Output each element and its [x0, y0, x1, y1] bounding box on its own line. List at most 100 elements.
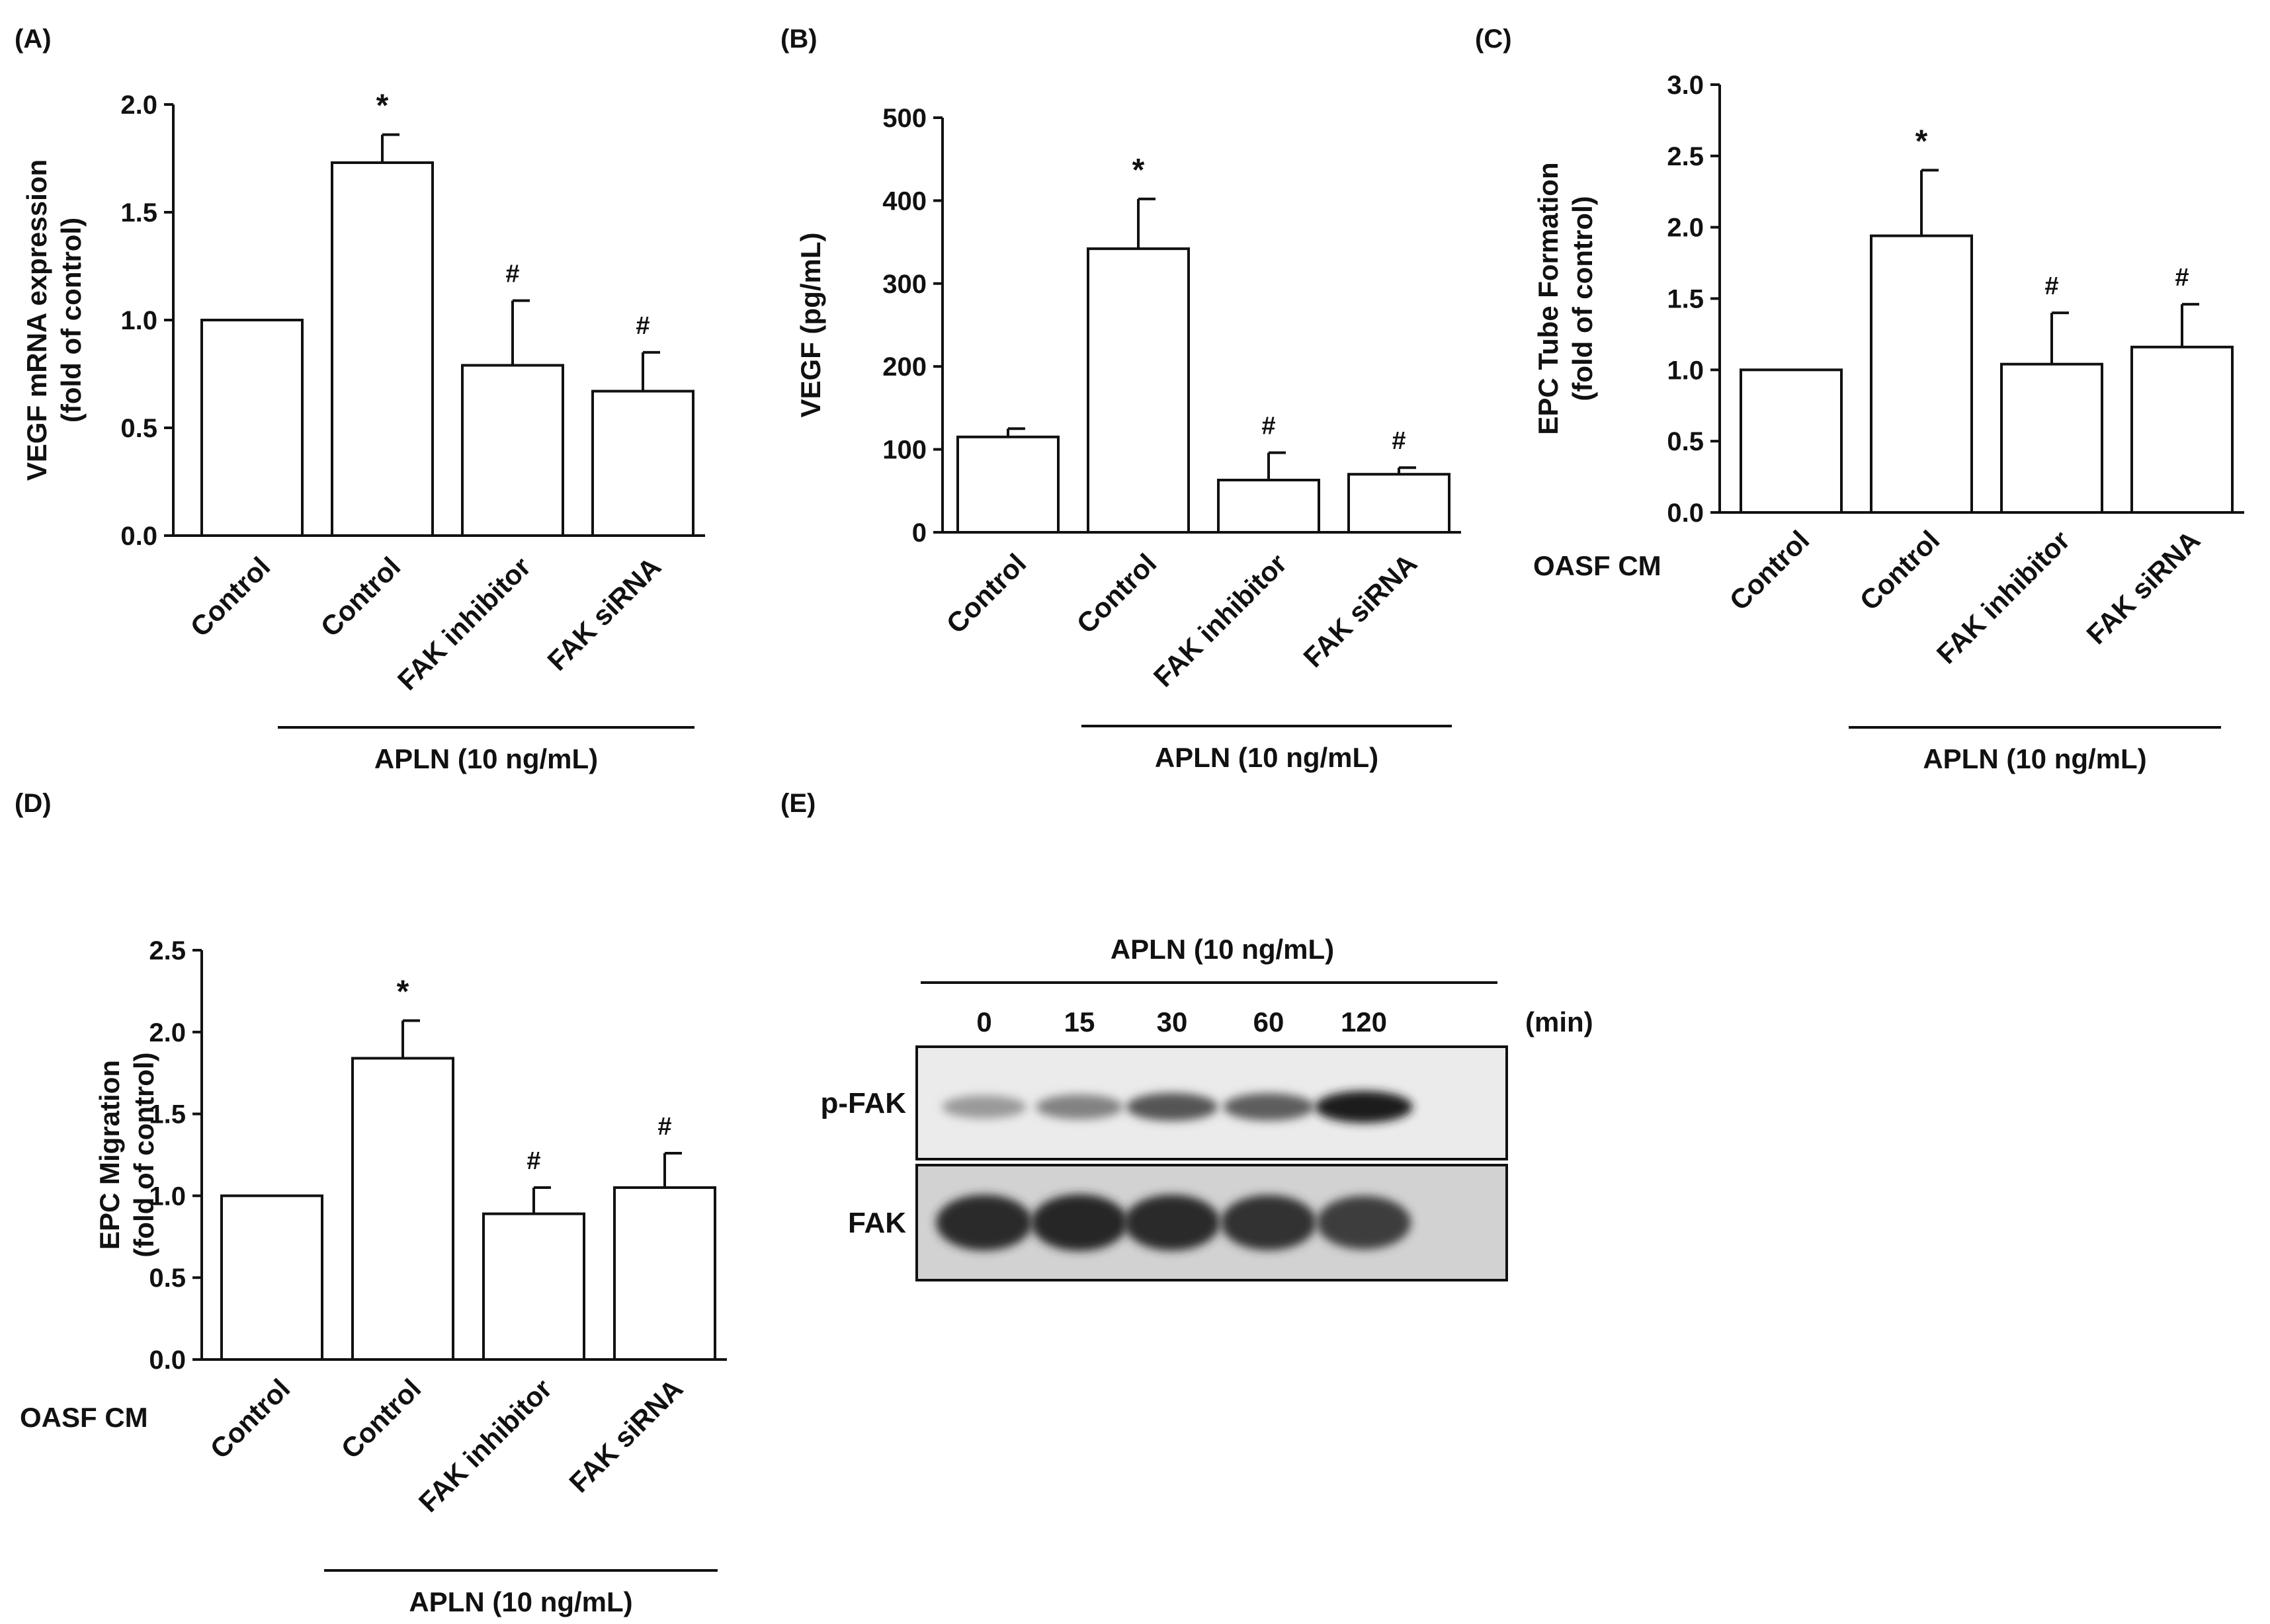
panel-e-label: (E) — [780, 789, 816, 818]
y-tick-label: 200 — [882, 352, 927, 382]
panel-a-significance-marks: * # # — [376, 89, 650, 340]
y-tick-label: 1.5 — [1667, 285, 1704, 314]
category-label: Control — [1854, 524, 1946, 616]
timepoint-label: 120 — [1341, 1006, 1387, 1037]
y-tick-label: 1.0 — [120, 306, 157, 335]
blot-timepoint-labels: 0 15 30 60 120 — [976, 1006, 1387, 1037]
panel-a-treatment-label: APLN (10 ng/mL) — [374, 743, 598, 774]
panel-c-group-prefix: OASF CM — [1533, 550, 1661, 581]
blot-band — [1316, 1196, 1411, 1250]
panel-a-y-axis-title: VEGF mRNA expression (fold of control) — [21, 159, 87, 481]
significance-mark: # — [1392, 427, 1406, 455]
panel-a: (A) VEGF mRNA expression (fold of control… — [15, 24, 705, 774]
bar — [461, 364, 564, 538]
category-label: Control — [185, 551, 276, 643]
panel-b-treatment-label: APLN (10 ng/mL) — [1155, 742, 1378, 773]
category-label: FAK inhibitor — [413, 1373, 558, 1518]
blot-band — [1126, 1092, 1218, 1121]
blot-row: FAK — [848, 1164, 1508, 1281]
panel-c-treatment-label: APLN (10 ng/mL) — [1923, 743, 2146, 774]
panel-d-y-ticks: 0.0 0.5 1.0 1.5 2.0 2.5 — [149, 936, 202, 1375]
category-label: FAK inhibitor — [1148, 548, 1293, 693]
panel-d-treatment-label: APLN (10 ng/mL) — [409, 1586, 632, 1617]
y-tick-label: 1.0 — [1667, 356, 1704, 385]
blot-treatment-label: APLN (10 ng/mL) — [1111, 934, 1334, 965]
category-label: Control — [941, 548, 1032, 639]
category-label: Control — [1724, 524, 1816, 616]
bar — [1347, 473, 1450, 534]
blot-band — [1124, 1194, 1220, 1251]
y-axis-title-line: (fold of control) — [1567, 196, 1598, 401]
category-label: Control — [335, 1373, 427, 1465]
bar — [220, 1194, 323, 1361]
category-label: FAK siRNA — [563, 1373, 689, 1498]
significance-mark: # — [526, 1147, 540, 1175]
panel-d-label: (D) — [15, 789, 52, 818]
y-tick-label: 300 — [882, 270, 927, 299]
panel-c: (C) EPC Tube Formation (fold of control) … — [1475, 24, 2244, 774]
y-tick-label: 1.5 — [149, 1100, 186, 1129]
panel-e: (E) APLN (10 ng/mL) 0 15 30 60 120 (min) p-F… — [780, 789, 1593, 1281]
bar — [613, 1186, 716, 1361]
category-label: Control — [315, 551, 407, 643]
blot-band — [1220, 1195, 1317, 1250]
significance-mark: * — [1915, 124, 1928, 159]
y-tick-label: 1.0 — [149, 1182, 186, 1211]
y-tick-label: 2.5 — [1667, 142, 1704, 171]
y-axis-title-line: EPC Tube Formation — [1533, 162, 1564, 434]
significance-mark: * — [1132, 153, 1145, 188]
bar — [351, 1057, 454, 1361]
y-axis-title-line: EPC Migration — [94, 1060, 125, 1250]
panel-c-y-ticks: 0.0 0.5 1.0 1.5 2.0 2.5 3.0 — [1667, 71, 1720, 528]
panel-c-label: (C) — [1475, 24, 1512, 54]
significance-mark: # — [636, 312, 650, 340]
y-tick-label: 0.5 — [1667, 427, 1704, 456]
panel-b-error-bars — [1007, 197, 1416, 480]
panel-d-error-bars — [401, 1019, 682, 1214]
panel-c-error-bars — [1920, 169, 2199, 364]
panel-b-y-ticks: 0 100 200 300 400 500 — [882, 104, 943, 548]
category-label: FAK inhibitor — [392, 551, 537, 696]
panel-b-label: (B) — [780, 24, 818, 54]
timepoint-label: 30 — [1157, 1006, 1188, 1037]
timepoint-label: 15 — [1064, 1006, 1095, 1037]
category-label: FAK siRNA — [1297, 548, 1423, 673]
y-axis-title-line: VEGF (pg/mL) — [795, 233, 826, 418]
panel-b: (B) VEGF (pg/mL) 0 100 200 300 400 500 * # # Co… — [780, 24, 1461, 773]
bar — [1740, 368, 1843, 514]
panel-b-bars — [956, 247, 1450, 534]
y-tick-label: 0.5 — [120, 414, 157, 443]
panel-d: (D) EPC Migration (fold of control) 0.00.… — [15, 789, 727, 1617]
bar — [1087, 247, 1190, 534]
y-tick-label: 100 — [882, 436, 927, 465]
timepoint-label: 0 — [976, 1006, 991, 1037]
panel-b-significance-marks: * # # — [1132, 153, 1406, 455]
blot-band — [936, 1194, 1032, 1251]
panel-a-label: (A) — [15, 24, 52, 54]
y-axis-title-line: (fold of control) — [56, 218, 87, 423]
timepoint-label: 60 — [1253, 1006, 1284, 1037]
panel-c-significance-marks: * # # — [1915, 124, 2189, 300]
significance-mark: # — [1261, 413, 1275, 440]
blot-row-label: p-FAK — [820, 1087, 906, 1119]
y-tick-label: 3.0 — [1667, 71, 1704, 100]
significance-mark: # — [505, 261, 519, 288]
bar — [331, 161, 434, 537]
panel-a-y-ticks: 0.0 0.5 1.0 1.5 2.0 — [120, 91, 173, 551]
panel-c-y-axis-title: EPC Tube Formation (fold of control) — [1533, 162, 1598, 434]
y-tick-label: 0.5 — [149, 1264, 186, 1293]
panel-a-bars — [200, 161, 694, 538]
significance-mark: # — [2044, 272, 2058, 300]
blot-row-label: FAK — [848, 1207, 906, 1239]
y-tick-label: 0.0 — [120, 522, 157, 551]
category-label: FAK siRNA — [541, 551, 667, 676]
y-tick-label: 400 — [882, 186, 927, 216]
bar — [956, 435, 1060, 534]
y-tick-label: 0 — [912, 518, 927, 548]
category-label: FAK inhibitor — [1931, 524, 2076, 670]
category-label: Control — [204, 1373, 296, 1465]
significance-mark: * — [397, 974, 409, 1009]
